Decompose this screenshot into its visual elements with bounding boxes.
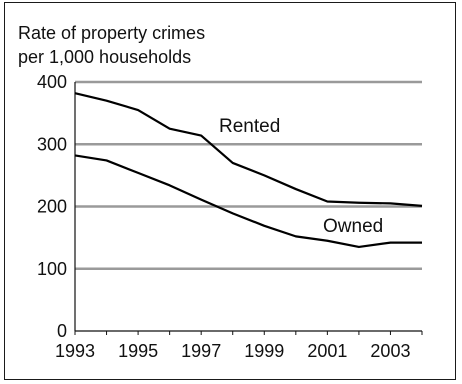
- series-line-rented: [74, 92, 423, 207]
- chart-title-line-2: per 1,000 households: [18, 47, 191, 67]
- x-tick-label: 1993: [55, 341, 95, 361]
- x-tick-label: 1997: [181, 341, 221, 361]
- series-lines: [74, 92, 423, 249]
- y-tick-label: 300: [37, 134, 67, 154]
- y-tick-label: 0: [57, 321, 67, 341]
- y-tick-label: 200: [37, 197, 67, 217]
- gridlines: [75, 80, 422, 270]
- x-tick-label: 2003: [370, 341, 410, 361]
- series-label-rented: Rented: [219, 116, 280, 137]
- axes: [74, 82, 423, 335]
- x-tick-label: 2001: [307, 341, 347, 361]
- y-tick-label: 100: [37, 259, 67, 279]
- series-line-owned: [74, 154, 422, 249]
- y-tick-label: 400: [37, 72, 67, 92]
- x-tick-label: 1995: [118, 341, 158, 361]
- series-label-owned: Owned: [323, 216, 383, 237]
- chart-title-line-1: Rate of property crimes: [18, 23, 205, 43]
- series-labels: Rented Owned: [219, 116, 383, 237]
- x-tick-labels: 1993 1995 1997 1999 2001 2003: [55, 341, 411, 361]
- y-tick-labels: 0 100 200 300 400: [37, 72, 67, 341]
- x-tick-label: 1999: [244, 341, 284, 361]
- chart-frame: [4, 2, 456, 380]
